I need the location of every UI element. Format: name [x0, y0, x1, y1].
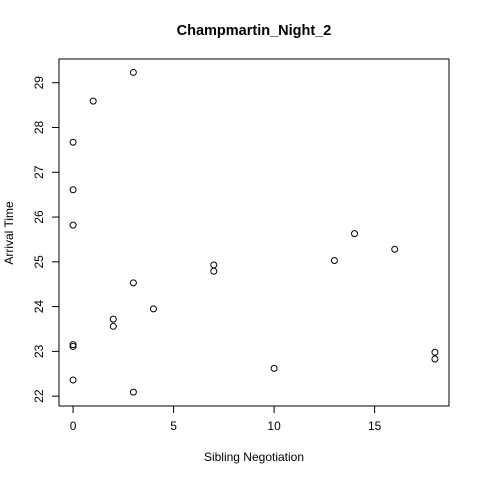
data-point — [69, 221, 77, 229]
x-axis: 0 5 10 15 — [70, 405, 382, 433]
data-point — [149, 305, 157, 313]
y-tick-label: 24 — [32, 300, 46, 314]
data-point — [391, 245, 399, 253]
y-tick-label: 29 — [32, 76, 46, 90]
data-point — [129, 388, 137, 396]
y-tick-label: 25 — [32, 255, 46, 269]
data-point — [69, 376, 77, 384]
data-points — [69, 68, 439, 396]
data-point — [109, 315, 117, 323]
data-point — [129, 68, 137, 76]
data-point — [69, 138, 77, 146]
data-point — [109, 322, 117, 330]
y-tick-label: 28 — [32, 121, 46, 135]
data-point — [210, 261, 218, 269]
x-axis-label: Sibling Negotiation — [204, 450, 304, 464]
y-tick-label: 22 — [32, 389, 46, 403]
x-tick-label: 15 — [368, 419, 382, 433]
data-point — [270, 364, 278, 372]
data-point — [330, 256, 338, 264]
data-point — [351, 230, 359, 238]
chart-title: Champmartin_Night_2 — [177, 23, 332, 39]
x-tick-label: 10 — [267, 419, 281, 433]
x-tick-label: 5 — [170, 419, 177, 433]
data-point — [69, 186, 77, 194]
x-tick-label: 0 — [70, 419, 77, 433]
y-tick-label: 23 — [32, 344, 46, 358]
data-point — [210, 267, 218, 275]
y-tick-label: 26 — [32, 210, 46, 224]
data-point — [431, 355, 439, 363]
y-axis-label: Arrival Time — [2, 201, 16, 265]
data-point — [129, 279, 137, 287]
y-tick-label: 27 — [32, 165, 46, 179]
data-point — [431, 348, 439, 356]
plot-frame — [58, 58, 450, 407]
y-axis: 22 23 24 25 26 27 28 29 — [32, 76, 60, 403]
data-point — [69, 342, 77, 350]
data-point — [89, 97, 97, 105]
